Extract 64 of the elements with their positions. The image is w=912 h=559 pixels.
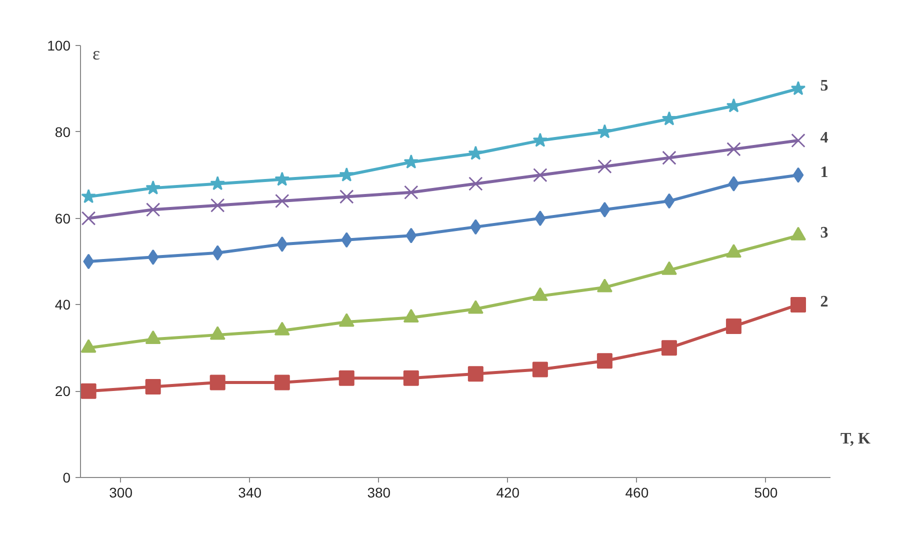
point	[596, 353, 612, 369]
series-label: 4	[820, 130, 828, 147]
point	[791, 133, 806, 148]
point	[81, 188, 96, 204]
y-tick-label: 100	[47, 38, 71, 54]
point	[662, 150, 676, 165]
point	[146, 180, 160, 194]
point	[470, 219, 482, 235]
point	[403, 370, 419, 386]
point	[276, 236, 288, 252]
y-tick-label: 60	[54, 210, 71, 226]
point	[532, 132, 548, 147]
point	[726, 318, 742, 334]
point	[468, 366, 484, 382]
point	[406, 228, 417, 244]
point	[726, 142, 741, 156]
point	[532, 362, 548, 378]
point	[210, 198, 225, 212]
point	[599, 202, 610, 218]
point	[533, 168, 548, 182]
point	[790, 296, 806, 312]
y-axis-title: ε	[92, 44, 100, 64]
point	[664, 193, 675, 209]
x-tick-label: 300	[109, 484, 133, 500]
point	[339, 167, 354, 182]
point	[597, 124, 612, 138]
x-tick-label: 420	[496, 484, 520, 500]
y-tick-label: 0	[62, 470, 71, 486]
point	[404, 154, 419, 169]
point	[790, 80, 806, 96]
point	[146, 202, 160, 217]
point	[404, 185, 418, 200]
point	[341, 232, 352, 248]
y-tick-label: 20	[54, 383, 71, 400]
point	[338, 370, 354, 386]
x-tick-label: 460	[625, 484, 649, 500]
point	[340, 190, 354, 204]
point	[274, 374, 290, 390]
point	[662, 111, 677, 126]
point	[598, 159, 612, 174]
point	[210, 176, 226, 190]
x-tick-label: 500	[754, 484, 778, 500]
point	[468, 176, 483, 191]
series-label: 1	[820, 164, 828, 182]
series-label: 3	[820, 224, 828, 242]
point	[80, 383, 96, 399]
point	[534, 210, 546, 226]
point	[81, 211, 96, 226]
series-label: 5	[820, 78, 828, 95]
point	[274, 172, 290, 186]
point	[728, 176, 740, 192]
y-tick-label: 40	[54, 296, 71, 313]
x-axis-title: T, K	[840, 430, 871, 448]
x-tick-label: 380	[367, 484, 391, 500]
point	[212, 245, 224, 261]
point	[468, 146, 484, 160]
y-tick-label: 80	[54, 124, 71, 140]
point	[275, 194, 290, 208]
point	[661, 340, 677, 356]
point	[792, 167, 804, 183]
series-label: 2	[820, 294, 828, 311]
point	[145, 379, 161, 395]
point	[210, 374, 226, 390]
x-tick-label: 340	[238, 484, 262, 500]
